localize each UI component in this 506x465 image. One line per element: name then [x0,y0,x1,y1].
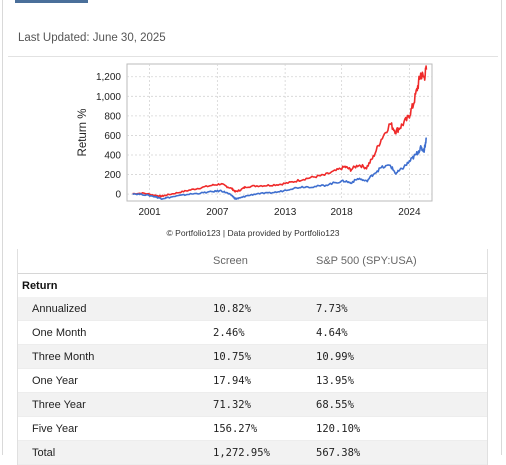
x-tick-label: 2024 [398,207,421,218]
y-tick-label: 1,000 [96,92,121,103]
row-label: Annualized [18,297,213,321]
row-label: Five Year [18,416,213,441]
row-label: Total [18,440,213,465]
return-chart: 0 200 400 600 800 1,000 1,200 2001 2007 2013 2018 2… [77,63,433,218]
y-axis-label: Return % [77,109,89,157]
table-header-row: Screen S&P 500 (SPY:USA) [18,249,487,274]
returns-table: Screen S&P 500 (SPY:USA) Return Annualiz… [17,249,488,465]
x-tick-label: 2001 [138,207,161,218]
header-label [18,249,213,274]
active-tab-indicator[interactable] [15,0,88,3]
screen-value: 2.46% [213,320,316,345]
performance-panel [2,0,502,455]
x-tick-label: 2007 [206,207,229,218]
screen-value: 10.82% [213,297,316,321]
table-row: Five Year 156.27% 120.10% [18,416,487,441]
table-row: Annualized 10.82% 7.73% [18,297,487,321]
y-tick-label: 600 [104,131,121,142]
table-row: Total 1,272.95% 567.38% [18,440,487,465]
series-line-1 [132,137,428,200]
table-row: Three Year 71.32% 68.55% [18,392,487,417]
table-row: Three Month 10.75% 10.99% [18,344,487,369]
benchmark-value: 567.38% [316,440,487,465]
header-screen: Screen [213,249,316,274]
row-label: One Year [18,368,213,393]
y-tick-label: 800 [104,111,121,122]
series-line-0 [132,65,428,198]
row-label: One Month [18,320,213,345]
screen-value: 17.94% [213,368,316,393]
plot-area [126,63,433,202]
y-tick-label: 1,200 [96,72,121,83]
benchmark-value: 120.10% [316,416,487,441]
benchmark-value: 4.64% [316,320,487,345]
header-benchmark: S&P 500 (SPY:USA) [316,249,487,274]
last-updated-text: Last Updated: June 30, 2025 [18,32,166,44]
chart-credit[interactable]: © Portfolio123 | Data provided by Portfo… [166,228,340,238]
benchmark-value: 7.73% [316,297,487,321]
screen-value: 10.75% [213,344,316,369]
row-label: Three Year [18,392,213,417]
screen-value: 71.32% [213,392,316,417]
section-row-return: Return [18,274,487,298]
y-tick-label: 200 [104,170,121,181]
benchmark-value: 13.95% [316,368,487,393]
row-label: Three Month [18,344,213,369]
table-row: One Month 2.46% 4.64% [18,320,487,345]
x-tick-label: 2018 [331,207,354,218]
x-tick-label: 2013 [274,207,297,218]
table-row: One Year 17.94% 13.95% [18,368,487,393]
section-title: Return [22,279,58,292]
y-tick-label: 400 [104,151,121,162]
benchmark-value: 68.55% [316,392,487,417]
header-divider [8,56,498,57]
screen-value: 156.27% [213,416,316,441]
screen-value: 1,272.95% [213,440,316,465]
y-tick-label: 0 [115,190,121,201]
benchmark-value: 10.99% [316,344,487,369]
